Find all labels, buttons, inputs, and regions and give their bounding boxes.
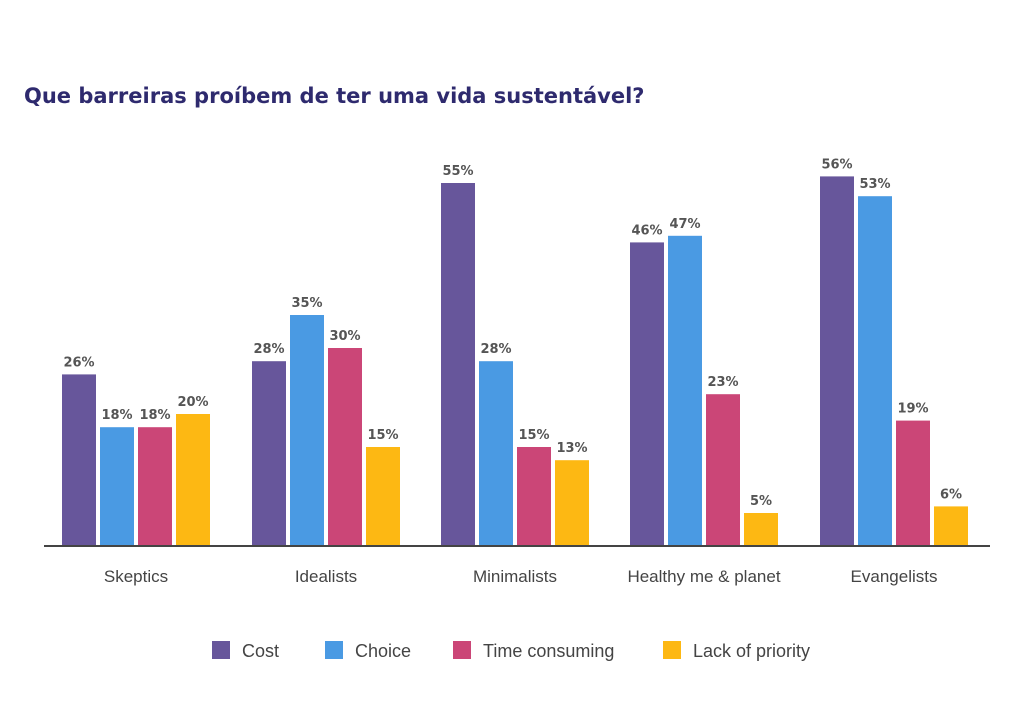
bar-skeptics-time-consuming	[138, 427, 172, 546]
value-label: 13%	[556, 441, 587, 456]
value-label: 6%	[940, 487, 962, 502]
legend-label: Cost	[242, 641, 279, 661]
value-label: 35%	[291, 296, 322, 311]
legend-swatch	[212, 641, 230, 659]
bar-evangelists-time-consuming	[896, 420, 930, 546]
value-label: 28%	[480, 342, 511, 357]
bar-idealists-lack-of-priority	[366, 447, 400, 546]
bar-minimalists-cost	[441, 183, 475, 546]
bar-evangelists-choice	[858, 196, 892, 546]
bar-idealists-choice	[290, 315, 324, 546]
legend: Cost Choice Time consuming Lack of priority	[212, 641, 810, 661]
value-label: 15%	[518, 428, 549, 443]
value-label: 30%	[329, 329, 360, 344]
category-label: Minimalists	[473, 567, 557, 586]
category-label: Skeptics	[104, 567, 168, 586]
legend-swatch	[325, 641, 343, 659]
value-labels-layer: 26% 18% 18% 20% 28% 35% 30% 15% 55% 28% 15% 13% 46% 4…	[63, 157, 962, 509]
bar-idealists-time-consuming	[328, 348, 362, 546]
category-label: Healthy me & planet	[627, 567, 780, 586]
bar-evangelists-lack-of-priority	[934, 506, 968, 546]
legend-item: Lack of priority	[663, 641, 810, 661]
value-label: 23%	[707, 375, 738, 390]
bar-minimalists-lack-of-priority	[555, 460, 589, 546]
legend-item: Choice	[325, 641, 411, 661]
bar-skeptics-cost	[62, 374, 96, 546]
value-label: 26%	[63, 355, 94, 370]
value-label: 18%	[139, 408, 170, 423]
bar-skeptics-lack-of-priority	[176, 414, 210, 546]
legend-swatch	[453, 641, 471, 659]
bar-minimalists-time-consuming	[517, 447, 551, 546]
bar-healthy-me-planet-lack-of-priority	[744, 513, 778, 546]
value-label: 15%	[367, 428, 398, 443]
value-label: 5%	[750, 494, 772, 509]
value-label: 56%	[821, 157, 852, 172]
legend-item: Cost	[212, 641, 279, 661]
legend-item: Time consuming	[453, 641, 614, 661]
value-label: 55%	[442, 164, 473, 179]
chart-title: Que barreiras proíbem de ter uma vida su…	[24, 84, 645, 108]
bar-healthy-me-planet-choice	[668, 235, 702, 547]
legend-swatch	[663, 641, 681, 659]
value-label: 47%	[669, 217, 700, 232]
bars-layer	[62, 176, 968, 547]
bar-skeptics-choice	[100, 427, 134, 546]
bar-evangelists-cost	[820, 176, 854, 546]
value-label: 46%	[631, 223, 662, 238]
bar-minimalists-choice	[479, 361, 513, 546]
value-label: 19%	[897, 402, 928, 417]
legend-label: Lack of priority	[693, 641, 810, 661]
value-label: 28%	[253, 342, 284, 357]
bar-healthy-me-planet-time-consuming	[706, 394, 740, 546]
category-label: Idealists	[295, 567, 357, 586]
value-label: 20%	[177, 395, 208, 410]
value-label: 53%	[859, 177, 890, 192]
value-label: 18%	[101, 408, 132, 423]
category-labels-layer: Skeptics Idealists Minimalists Healthy me &…	[104, 567, 938, 586]
bar-idealists-cost	[252, 361, 286, 546]
legend-label: Time consuming	[483, 641, 614, 661]
bar-healthy-me-planet-cost	[630, 242, 664, 546]
category-label: Evangelists	[851, 567, 938, 586]
legend-label: Choice	[355, 641, 411, 661]
